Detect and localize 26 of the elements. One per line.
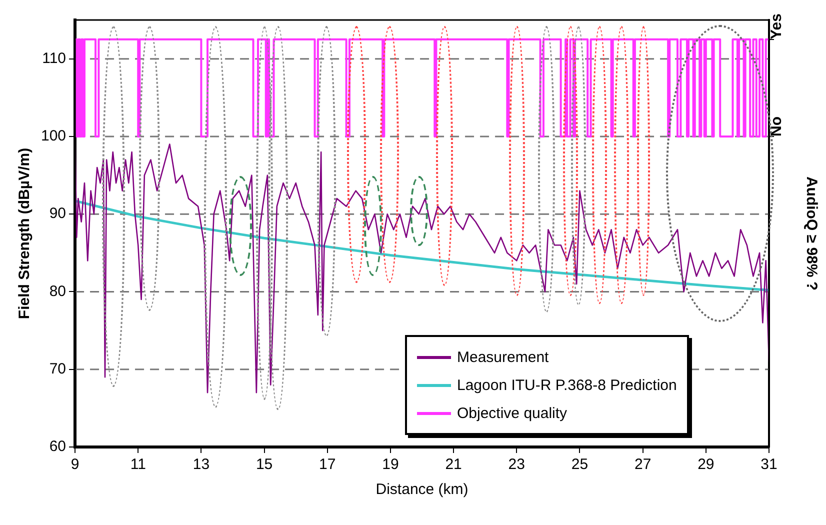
y-tick-label: 100 xyxy=(40,128,66,145)
x-axis-title: Distance (km) xyxy=(376,481,468,498)
y-tick-label: 110 xyxy=(42,50,66,67)
x-tick-label: 17 xyxy=(319,456,336,474)
x-tick-label: 19 xyxy=(382,456,399,474)
y2-axis-title: AudioQ ≥ 98% ? xyxy=(802,176,820,291)
annotation: Yes xyxy=(768,14,786,40)
y-tick-label: 90 xyxy=(49,205,66,222)
legend-label: Lagoon ITU-R P.368-8 Prediction xyxy=(457,376,677,394)
x-tick-label: 11 xyxy=(130,456,146,474)
x-tick-label: 21 xyxy=(445,456,462,474)
y-tick-label: 60 xyxy=(49,438,66,456)
legend-label: Measurement xyxy=(457,348,549,366)
x-tick-label: 15 xyxy=(256,456,273,474)
x-tick-label: 23 xyxy=(508,456,525,474)
legend-label: Objective quality xyxy=(457,404,568,422)
x-tick-label: 25 xyxy=(571,456,588,474)
y-tick-label: 80 xyxy=(49,282,66,300)
x-tick-label: 27 xyxy=(634,456,652,474)
y-tick-label: 70 xyxy=(49,360,66,378)
x-tick-label: 9 xyxy=(70,456,80,474)
x-tick-label: 13 xyxy=(192,456,210,474)
x-tick-label: 31 xyxy=(760,456,778,474)
y-axis-title: Field Strength (dBµV/m) xyxy=(16,148,34,320)
annotation: No xyxy=(768,116,786,136)
x-tick-label: 29 xyxy=(698,456,714,474)
